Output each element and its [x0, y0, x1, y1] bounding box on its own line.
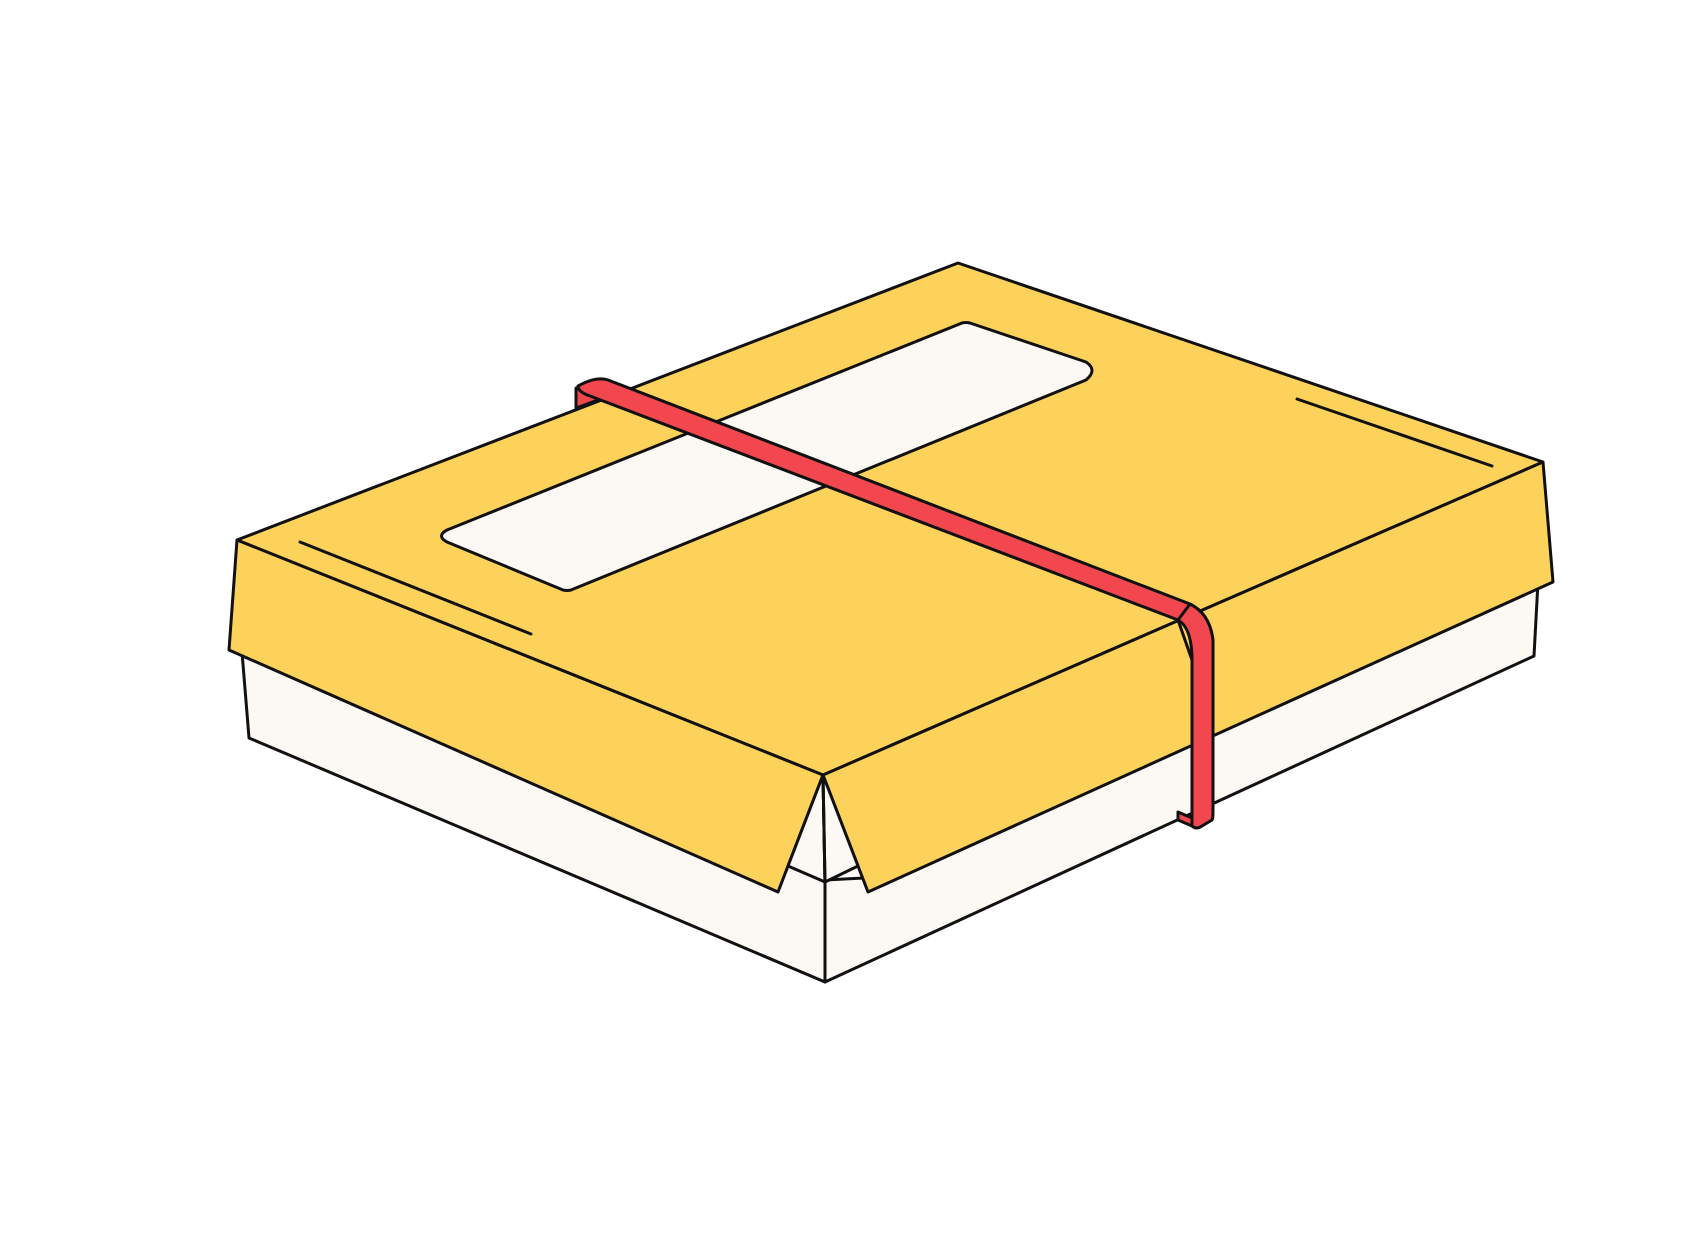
lid-left-side	[227, 538, 825, 894]
lid-detail-line-left	[298, 540, 533, 636]
strap-icon	[574, 377, 1215, 830]
strap-edge-line	[1176, 618, 1194, 662]
lid-corner-flap	[786, 773, 860, 884]
lid-detail-line-right	[1295, 397, 1494, 468]
strap-right-side	[1176, 602, 1215, 830]
lid-corner-crease	[821, 773, 827, 884]
strap-bottom-tab	[1176, 810, 1194, 828]
